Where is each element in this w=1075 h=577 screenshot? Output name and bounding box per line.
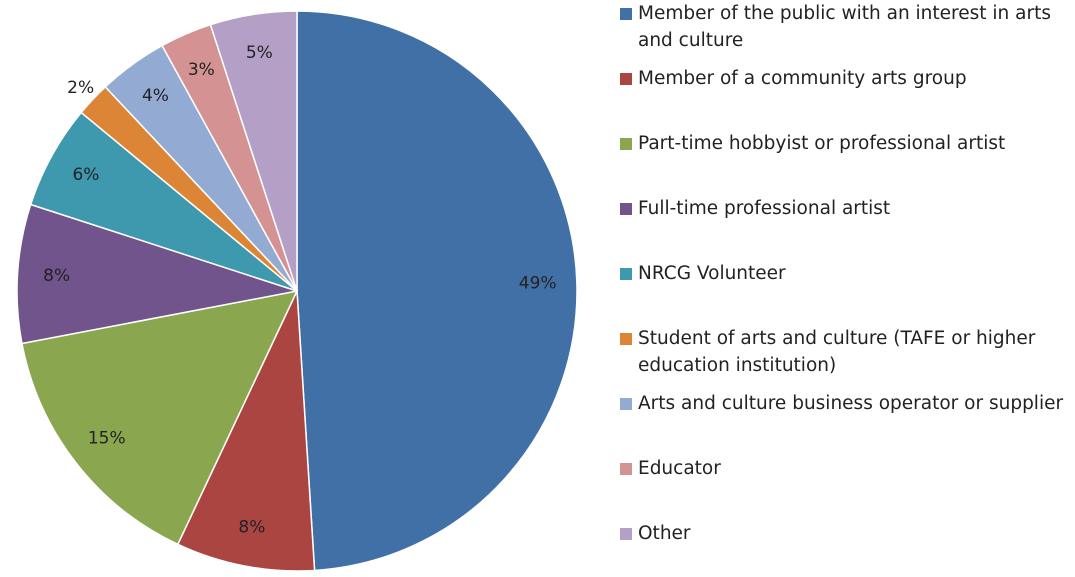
- legend-label: Student of arts and culture (TAFE or hig…: [638, 328, 1036, 376]
- legend-item: Member of a community arts group: [620, 65, 1070, 92]
- legend-label: Other: [638, 523, 691, 544]
- legend-swatch: [620, 73, 632, 85]
- legend-swatch: [620, 8, 632, 20]
- legend-swatch: [620, 203, 632, 215]
- legend-item: NRCG Volunteer: [620, 260, 1070, 287]
- legend-item: Student of arts and culture (TAFE or hig…: [620, 325, 1070, 379]
- pie-slice: [21, 289, 299, 546]
- pie-slice: [176, 290, 316, 572]
- data-label: 6%: [72, 165, 99, 185]
- legend-swatch: [620, 138, 632, 150]
- legend-item: Part-time hobbyist or professional artis…: [620, 130, 1070, 157]
- legend-label: NRCG Volunteer: [638, 263, 786, 284]
- data-label: 3%: [188, 60, 215, 80]
- legend-swatch: [620, 398, 632, 410]
- data-label: 5%: [246, 43, 273, 63]
- data-label: 4%: [142, 86, 169, 106]
- legend-label: Full-time professional artist: [638, 198, 891, 219]
- legend-swatch: [620, 268, 632, 280]
- legend-item: Other: [620, 520, 1070, 547]
- legend-label: Educator: [638, 458, 721, 479]
- legend-item: Member of the public with an interest in…: [620, 0, 1070, 54]
- data-label: 8%: [238, 518, 265, 538]
- data-label: 8%: [43, 266, 70, 286]
- legend-item: Full-time professional artist: [620, 195, 1070, 222]
- pie-slice: [296, 10, 578, 572]
- legend-item: Educator: [620, 455, 1070, 482]
- legend-label: Part-time hobbyist or professional artis…: [638, 133, 1006, 154]
- legend-swatch: [620, 333, 632, 345]
- pie-chart: 49% 8% 15% 8% 6% 2% 4% 3% 5%: [16, 10, 578, 572]
- pie-slice: [209, 10, 298, 292]
- legend-item: Arts and culture business operator or su…: [620, 390, 1070, 417]
- data-label: 2%: [67, 78, 94, 98]
- legend-label: Member of a community arts group: [638, 68, 967, 89]
- legend-swatch: [620, 463, 632, 475]
- pie-slice: [16, 203, 298, 345]
- data-label: 49%: [519, 273, 557, 293]
- legend-label: Member of the public with an interest in…: [638, 3, 1051, 51]
- data-label: 15%: [88, 429, 126, 449]
- legend-swatch: [620, 528, 632, 540]
- legend-label: Arts and culture business operator or su…: [638, 393, 1064, 414]
